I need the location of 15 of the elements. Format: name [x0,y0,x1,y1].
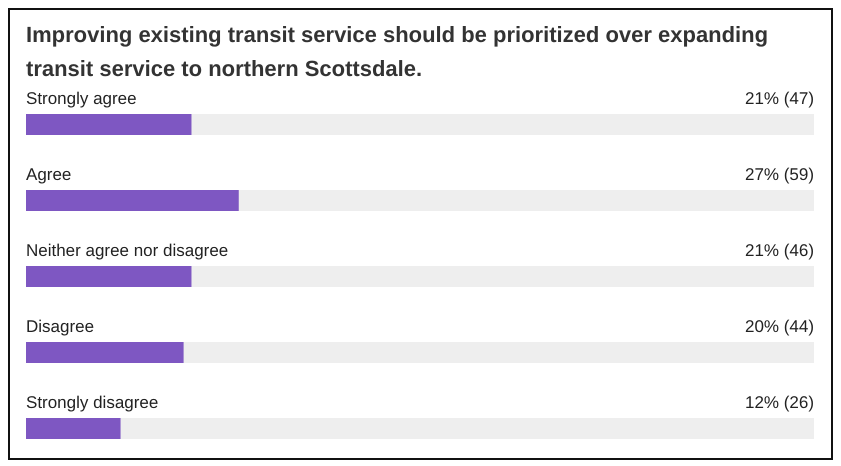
data-label: 21% (46) [745,241,814,260]
bar [26,418,121,439]
data-label: 12% (26) [745,393,814,412]
bar [26,114,192,135]
y-tick-label: Agree [26,165,72,184]
y-tick-label: Disagree [26,317,94,336]
data-label: 27% (59) [745,165,814,184]
y-tick-label: Strongly agree [26,89,137,108]
data-label: 20% (44) [745,317,814,336]
y-tick-label: Neither agree nor disagree [26,241,228,260]
bar [26,266,192,287]
bar [26,342,184,363]
y-tick-label: Strongly disagree [26,393,158,412]
data-label: 21% (47) [745,89,814,108]
chart-title: Improving existing transit service should be prioritized over expanding transit service to northern Scottsdale. [25,21,770,83]
